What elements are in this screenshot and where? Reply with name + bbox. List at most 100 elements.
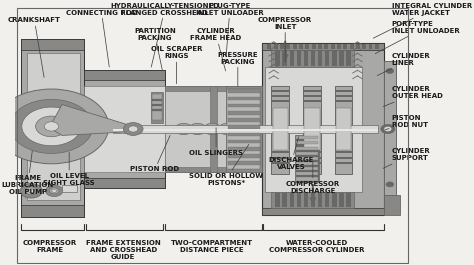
- Polygon shape: [273, 108, 288, 150]
- Bar: [335, 90, 352, 92]
- Polygon shape: [304, 108, 319, 150]
- Bar: [297, 51, 301, 66]
- Circle shape: [232, 123, 250, 135]
- Polygon shape: [27, 53, 80, 200]
- Circle shape: [384, 126, 392, 131]
- Text: PLUG-TYPE
INLET UNLOADER: PLUG-TYPE INLET UNLOADER: [196, 3, 264, 57]
- Text: CYLINDER
LINER: CYLINDER LINER: [377, 53, 430, 76]
- Bar: [62, 185, 77, 192]
- Text: FRAME EXTENSION
AND CROSSHEAD
GUIDE: FRAME EXTENSION AND CROSSHEAD GUIDE: [86, 240, 161, 260]
- Bar: [335, 95, 352, 97]
- Circle shape: [208, 126, 216, 131]
- Polygon shape: [21, 39, 84, 50]
- Bar: [272, 90, 289, 92]
- Circle shape: [46, 185, 63, 197]
- Circle shape: [386, 182, 394, 187]
- Polygon shape: [262, 43, 384, 215]
- Circle shape: [386, 68, 394, 74]
- Text: PORT-TYPE
INLET UNLOADER: PORT-TYPE INLET UNLOADER: [375, 21, 460, 54]
- Text: OIL SCRAPER
RINGS: OIL SCRAPER RINGS: [151, 46, 202, 84]
- Text: COMPRESSOR
FRAME: COMPRESSOR FRAME: [23, 240, 77, 253]
- Bar: [228, 140, 260, 143]
- Bar: [165, 86, 262, 91]
- Bar: [283, 51, 287, 66]
- Bar: [227, 89, 260, 169]
- Polygon shape: [335, 86, 352, 174]
- Bar: [343, 44, 347, 49]
- Bar: [325, 193, 329, 207]
- Polygon shape: [303, 86, 321, 174]
- Text: WATER-COOLED
COMPRESSOR CYLINDER: WATER-COOLED COMPRESSOR CYLINDER: [269, 240, 365, 253]
- Bar: [272, 95, 289, 97]
- Bar: [375, 44, 379, 49]
- Polygon shape: [262, 43, 384, 50]
- Bar: [349, 44, 354, 49]
- Bar: [290, 193, 294, 207]
- Bar: [335, 157, 352, 159]
- Bar: [290, 51, 294, 66]
- Bar: [330, 44, 335, 49]
- Bar: [346, 193, 351, 207]
- Circle shape: [52, 189, 56, 192]
- Text: CYLINDER
FRAME HEAD: CYLINDER FRAME HEAD: [191, 28, 242, 71]
- Circle shape: [20, 184, 42, 198]
- Bar: [275, 193, 280, 207]
- Circle shape: [22, 107, 81, 146]
- Bar: [228, 104, 260, 107]
- Polygon shape: [84, 70, 165, 188]
- Bar: [335, 100, 352, 102]
- Bar: [304, 51, 308, 66]
- Text: PRESSURE
PACKING: PRESSURE PACKING: [218, 52, 258, 86]
- Bar: [296, 162, 318, 165]
- Text: OIL LEVEL
SIGHT GLASS: OIL LEVEL SIGHT GLASS: [44, 152, 95, 186]
- Bar: [303, 162, 321, 164]
- Text: COMPRESSOR
DISCHARGE: COMPRESSOR DISCHARGE: [286, 161, 340, 193]
- Circle shape: [175, 123, 192, 135]
- Polygon shape: [84, 70, 165, 80]
- Bar: [152, 104, 162, 106]
- Text: INTEGRAL CYLINDER
WATER JACKET: INTEGRAL CYLINDER WATER JACKET: [374, 3, 472, 38]
- Bar: [304, 193, 308, 207]
- Polygon shape: [262, 207, 384, 215]
- Bar: [305, 44, 309, 49]
- Text: CRANKSHAFT: CRANKSHAFT: [8, 17, 61, 77]
- Polygon shape: [21, 39, 84, 217]
- Polygon shape: [336, 108, 351, 150]
- Bar: [332, 51, 337, 66]
- Bar: [274, 44, 278, 49]
- Bar: [339, 51, 344, 66]
- Text: SOLID OR HOLLOW
PISTONS*: SOLID OR HOLLOW PISTONS*: [189, 144, 263, 186]
- Bar: [272, 192, 354, 207]
- Bar: [368, 44, 373, 49]
- Bar: [228, 161, 260, 165]
- Bar: [228, 132, 260, 136]
- Bar: [318, 193, 322, 207]
- Polygon shape: [384, 61, 396, 195]
- Bar: [337, 44, 341, 49]
- Text: DISCHARGE
VALVES: DISCHARGE VALVES: [268, 137, 314, 170]
- Bar: [318, 44, 322, 49]
- Bar: [311, 193, 315, 207]
- Polygon shape: [265, 67, 362, 192]
- Bar: [228, 89, 260, 93]
- Circle shape: [203, 123, 221, 135]
- Bar: [362, 44, 366, 49]
- Bar: [228, 96, 260, 100]
- Polygon shape: [21, 205, 84, 217]
- Circle shape: [128, 126, 138, 132]
- Bar: [324, 44, 328, 49]
- Bar: [335, 162, 352, 164]
- Bar: [228, 154, 260, 158]
- Circle shape: [25, 187, 37, 195]
- Text: PISTON
ROD NUT: PISTON ROD NUT: [385, 115, 428, 130]
- Bar: [356, 44, 360, 49]
- Circle shape: [219, 123, 236, 135]
- Bar: [299, 44, 303, 49]
- Bar: [286, 44, 291, 49]
- Bar: [267, 44, 272, 49]
- Polygon shape: [51, 104, 133, 135]
- Bar: [311, 51, 315, 66]
- Bar: [303, 90, 321, 92]
- Bar: [228, 111, 260, 114]
- Text: PISTON ROD: PISTON ROD: [130, 135, 180, 172]
